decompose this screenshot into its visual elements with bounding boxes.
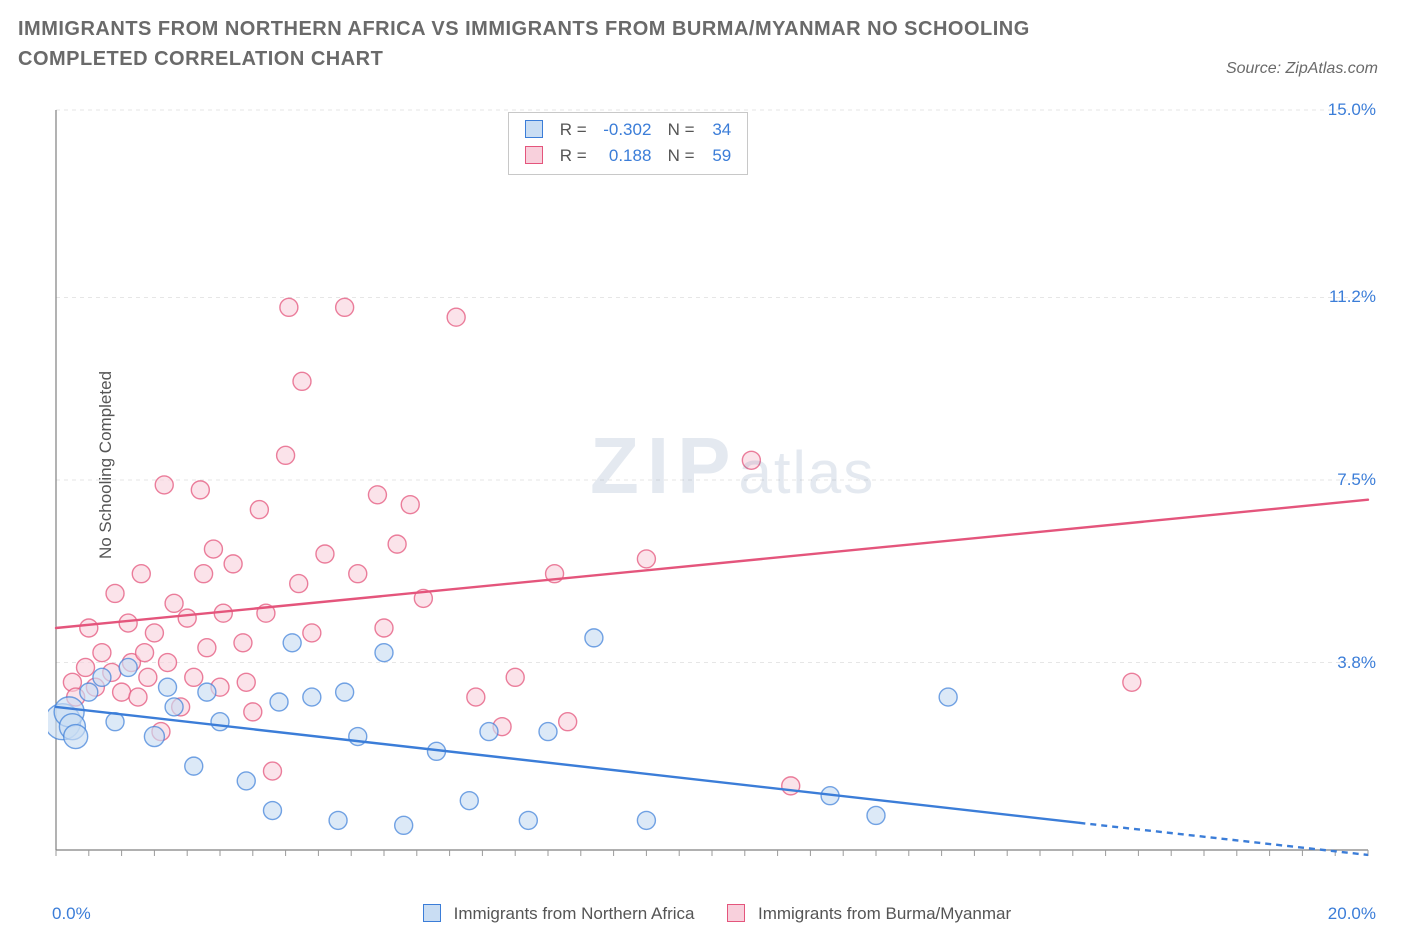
legend-label: Immigrants from Burma/Myanmar xyxy=(758,904,1011,923)
y-tick-label: 15.0% xyxy=(1328,100,1376,120)
stats-row: R = -0.302 N = 34 xyxy=(525,117,731,143)
legend-swatch xyxy=(727,904,745,922)
scatter-chart xyxy=(48,102,1378,870)
chart-container: IMMIGRANTS FROM NORTHERN AFRICA VS IMMIG… xyxy=(0,0,1406,930)
stat-n-value: 34 xyxy=(707,117,731,143)
y-tick-label: 7.5% xyxy=(1337,470,1376,490)
chart-title: IMMIGRANTS FROM NORTHERN AFRICA VS IMMIG… xyxy=(18,14,1138,74)
stat-key: R = xyxy=(560,120,587,139)
y-tick-label: 11.2% xyxy=(1329,287,1376,307)
legend-swatch xyxy=(525,146,543,164)
y-tick-label: 3.8% xyxy=(1337,653,1376,673)
stats-row: R = 0.188 N = 59 xyxy=(525,143,731,169)
stat-key: R = xyxy=(560,146,587,165)
source-label: Source: ZipAtlas.com xyxy=(1226,60,1378,78)
stat-r-value: -0.302 xyxy=(595,117,651,143)
legend-swatch xyxy=(525,120,543,138)
x-legend: Immigrants from Northern Africa Immigran… xyxy=(0,904,1406,924)
stat-r-value: 0.188 xyxy=(595,143,651,169)
legend-label: Immigrants from Northern Africa xyxy=(454,904,695,923)
stat-n-value: 59 xyxy=(707,143,731,169)
stat-key: N = xyxy=(658,120,694,139)
stat-key: N = xyxy=(658,146,694,165)
chart-frame xyxy=(48,102,1378,870)
legend-swatch xyxy=(423,904,441,922)
stats-box: R = -0.302 N = 34 R = 0.188 N = 59 xyxy=(508,112,748,175)
